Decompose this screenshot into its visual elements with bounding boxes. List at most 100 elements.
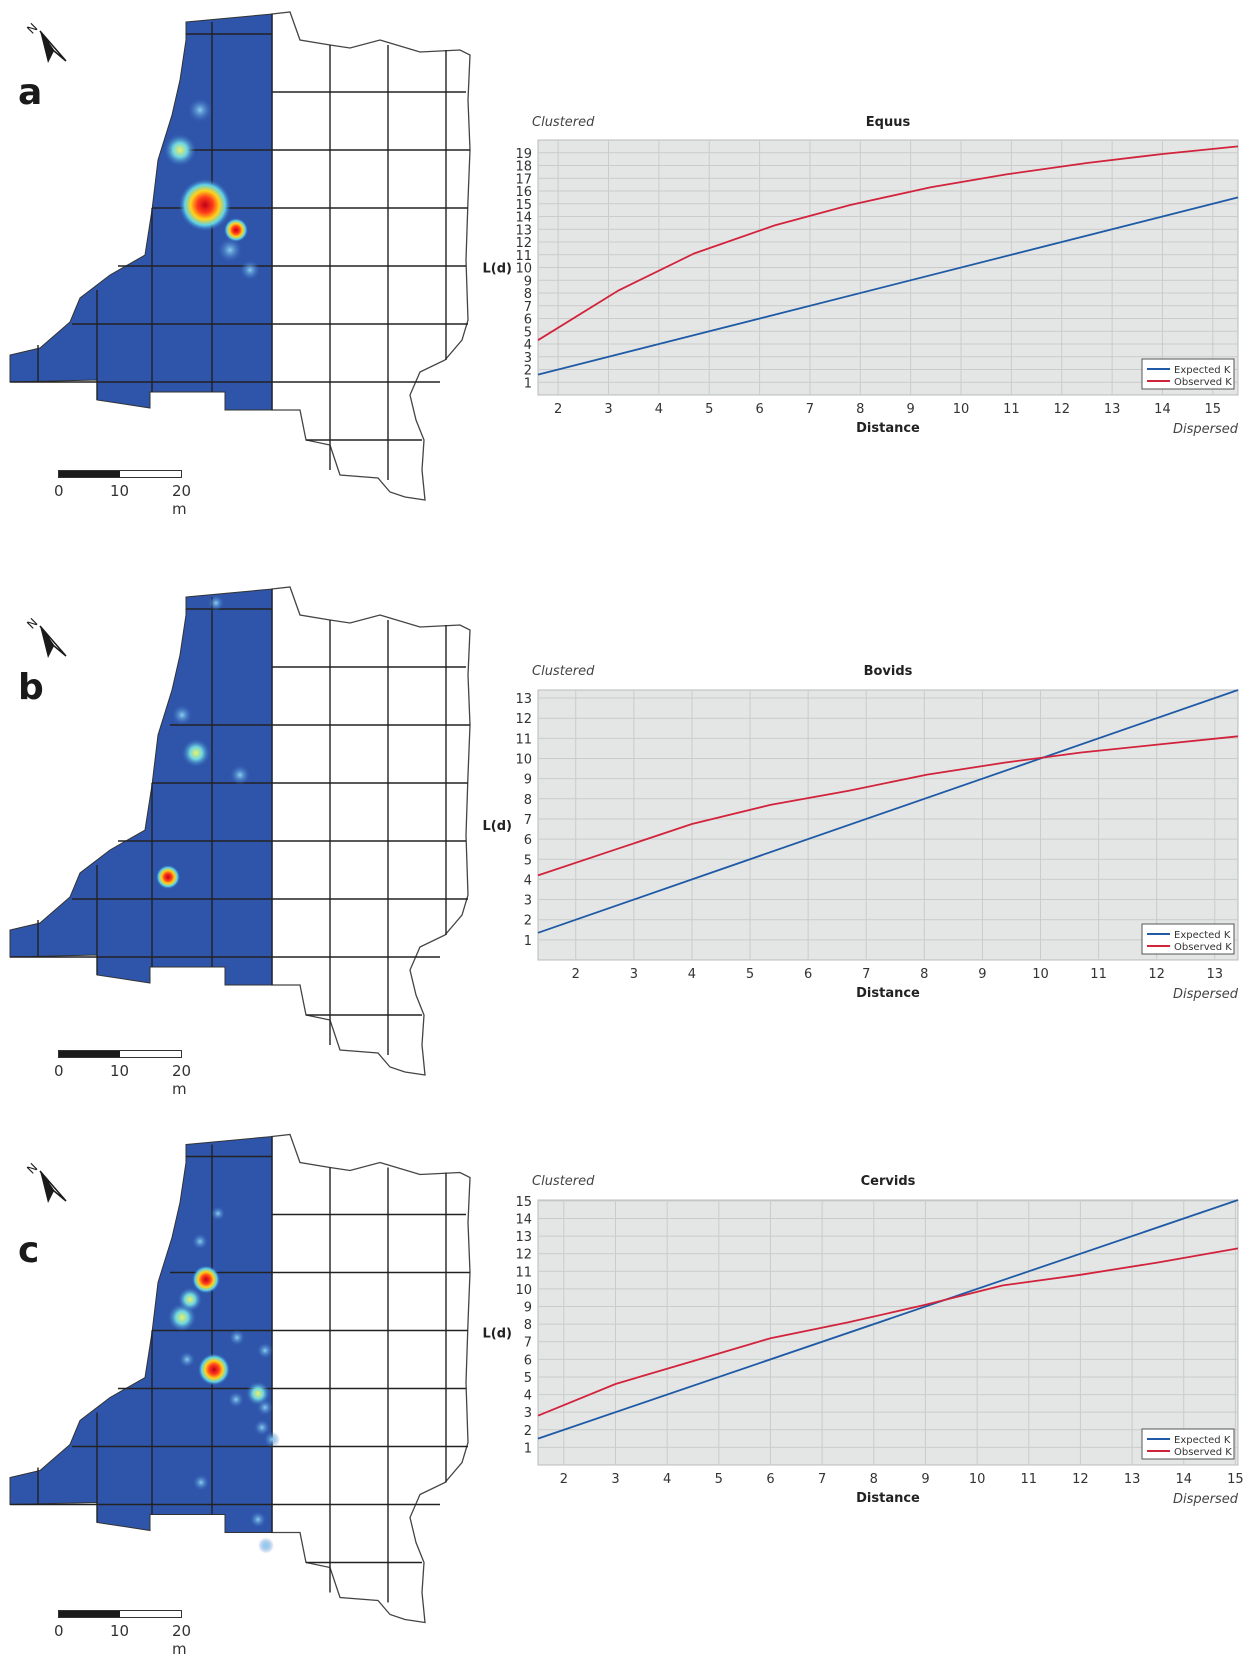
x-tick-label: 15	[1205, 402, 1222, 417]
y-tick-label: 14	[515, 211, 532, 226]
y-tick-label: 14	[515, 1212, 532, 1227]
x-tick-label: 2	[572, 967, 580, 982]
clustered-label: Clustered	[532, 1174, 595, 1189]
series-line-observed-k	[537, 1247, 1239, 1417]
x-tick-label: 7	[818, 1472, 826, 1487]
dispersed-label: Dispersed	[1173, 1492, 1239, 1507]
x-tick-label: 4	[688, 967, 696, 982]
panel-letter: c	[18, 1230, 40, 1271]
x-tick-label: 2	[554, 402, 562, 417]
density-hotspot	[172, 705, 192, 725]
x-tick-label: 8	[856, 402, 864, 417]
y-tick-label: 8	[524, 287, 532, 302]
y-tick-label: 8	[524, 793, 532, 808]
x-tick-label: 5	[746, 967, 754, 982]
density-hotspot	[264, 1431, 280, 1448]
y-tick-label: 15	[515, 198, 532, 213]
y-tick-label: 11	[515, 249, 532, 264]
y-tick-label: 12	[515, 712, 532, 727]
dispersed-label: Dispersed	[1173, 987, 1239, 1002]
y-tick-label: 4	[524, 338, 532, 353]
y-tick-label: 6	[524, 833, 532, 848]
y-tick-label: 12	[515, 1248, 532, 1263]
y-tick-label: 13	[515, 692, 532, 707]
y-tick-label: 4	[524, 1389, 532, 1404]
y-tick-label: 7	[524, 1336, 532, 1351]
y-tick-label: 10	[515, 262, 532, 277]
dispersed-label: Dispersed	[1173, 422, 1239, 437]
x-tick-label: 13	[1124, 1472, 1141, 1487]
series-line-observed-k	[537, 145, 1239, 341]
y-tick-label: 10	[515, 753, 532, 768]
panel-c: c 0 10 20 m 1 2 3 4 5 6 7 8 9 10 11 12 13 14 15 2 3 4 5 6 7 8…	[0, 1120, 1260, 1660]
scale-label-0: 0	[54, 1062, 64, 1080]
x-tick-label: 5	[715, 1472, 723, 1487]
panel-b: b 0 10 20 m 1 2 3 4 5 6 7 8 9 10 11 12 13 2 3 4 5 6 7 8 9 10 1…	[0, 575, 1260, 1115]
x-tick-label: 6	[766, 1472, 774, 1487]
x-tick-label: 4	[655, 402, 663, 417]
x-tick-label: 15	[1227, 1472, 1244, 1487]
y-axis-label: L(d)	[483, 1327, 512, 1342]
legend-label: Expected K	[1174, 365, 1231, 376]
y-tick-label: 18	[515, 160, 532, 175]
y-tick-label: 16	[515, 185, 532, 200]
legend-box	[1141, 358, 1235, 390]
scale-label-20: 20 m	[172, 1622, 192, 1658]
x-tick-label: 3	[604, 402, 612, 417]
legend-label: Observed K	[1174, 942, 1232, 953]
y-tick-label: 8	[524, 1318, 532, 1333]
x-tick-label: 11	[1021, 1472, 1038, 1487]
legend-box	[1141, 923, 1235, 955]
x-axis-label: Distance	[856, 1491, 920, 1506]
density-hotspot	[156, 865, 180, 889]
chart-title: Bovids	[864, 664, 913, 679]
y-tick-label: 5	[524, 1371, 532, 1386]
x-tick-label: 10	[953, 402, 970, 417]
density-hotspot	[208, 595, 224, 611]
density-hotspot	[258, 1537, 274, 1554]
series-line-observed-k	[537, 735, 1239, 877]
x-tick-label: 12	[1148, 967, 1165, 982]
density-hotspot	[182, 739, 210, 767]
plot-area	[537, 689, 1239, 961]
density-hotspot	[192, 1233, 208, 1250]
density-hotspot	[250, 1511, 266, 1528]
legend-label: Expected K	[1174, 930, 1231, 941]
x-tick-label: 9	[921, 1472, 929, 1487]
series-line-expected-k	[537, 196, 1239, 376]
legend-label: Expected K	[1174, 1435, 1231, 1446]
x-tick-label: 5	[705, 402, 713, 417]
scale-label-0: 0	[54, 1622, 64, 1640]
scale-label-10: 10	[110, 1622, 130, 1640]
y-tick-label: 2	[524, 914, 532, 929]
x-tick-label: 8	[920, 967, 928, 982]
density-hotspot	[228, 1391, 244, 1408]
y-tick-label: 11	[515, 732, 532, 747]
density-hotspot	[240, 260, 260, 280]
x-tick-label: 4	[663, 1472, 671, 1487]
density-hotspot	[179, 1351, 195, 1368]
x-tick-label: 3	[630, 967, 638, 982]
legend-label: Observed K	[1174, 377, 1232, 388]
density-hotspot	[188, 98, 212, 122]
y-tick-label: 6	[524, 313, 532, 328]
y-tick-label: 13	[515, 223, 532, 238]
y-tick-label: 13	[515, 1230, 532, 1245]
y-tick-label: 2	[524, 364, 532, 379]
density-hotspot	[192, 1265, 220, 1294]
density-hotspot	[198, 1353, 230, 1386]
chart-title: Equus	[866, 115, 911, 130]
x-tick-label: 12	[1072, 1472, 1089, 1487]
x-tick-label: 13	[1104, 402, 1121, 417]
scale-bar: 0 10 20 m	[54, 1050, 191, 1098]
y-tick-label: 2	[524, 1424, 532, 1439]
x-tick-label: 13	[1206, 967, 1223, 982]
y-tick-label: 9	[524, 1301, 532, 1316]
y-tick-label: 3	[524, 1406, 532, 1421]
scale-label-20: 20 m	[172, 482, 192, 518]
panel-letter: a	[18, 72, 43, 113]
clustered-label: Clustered	[532, 115, 595, 130]
